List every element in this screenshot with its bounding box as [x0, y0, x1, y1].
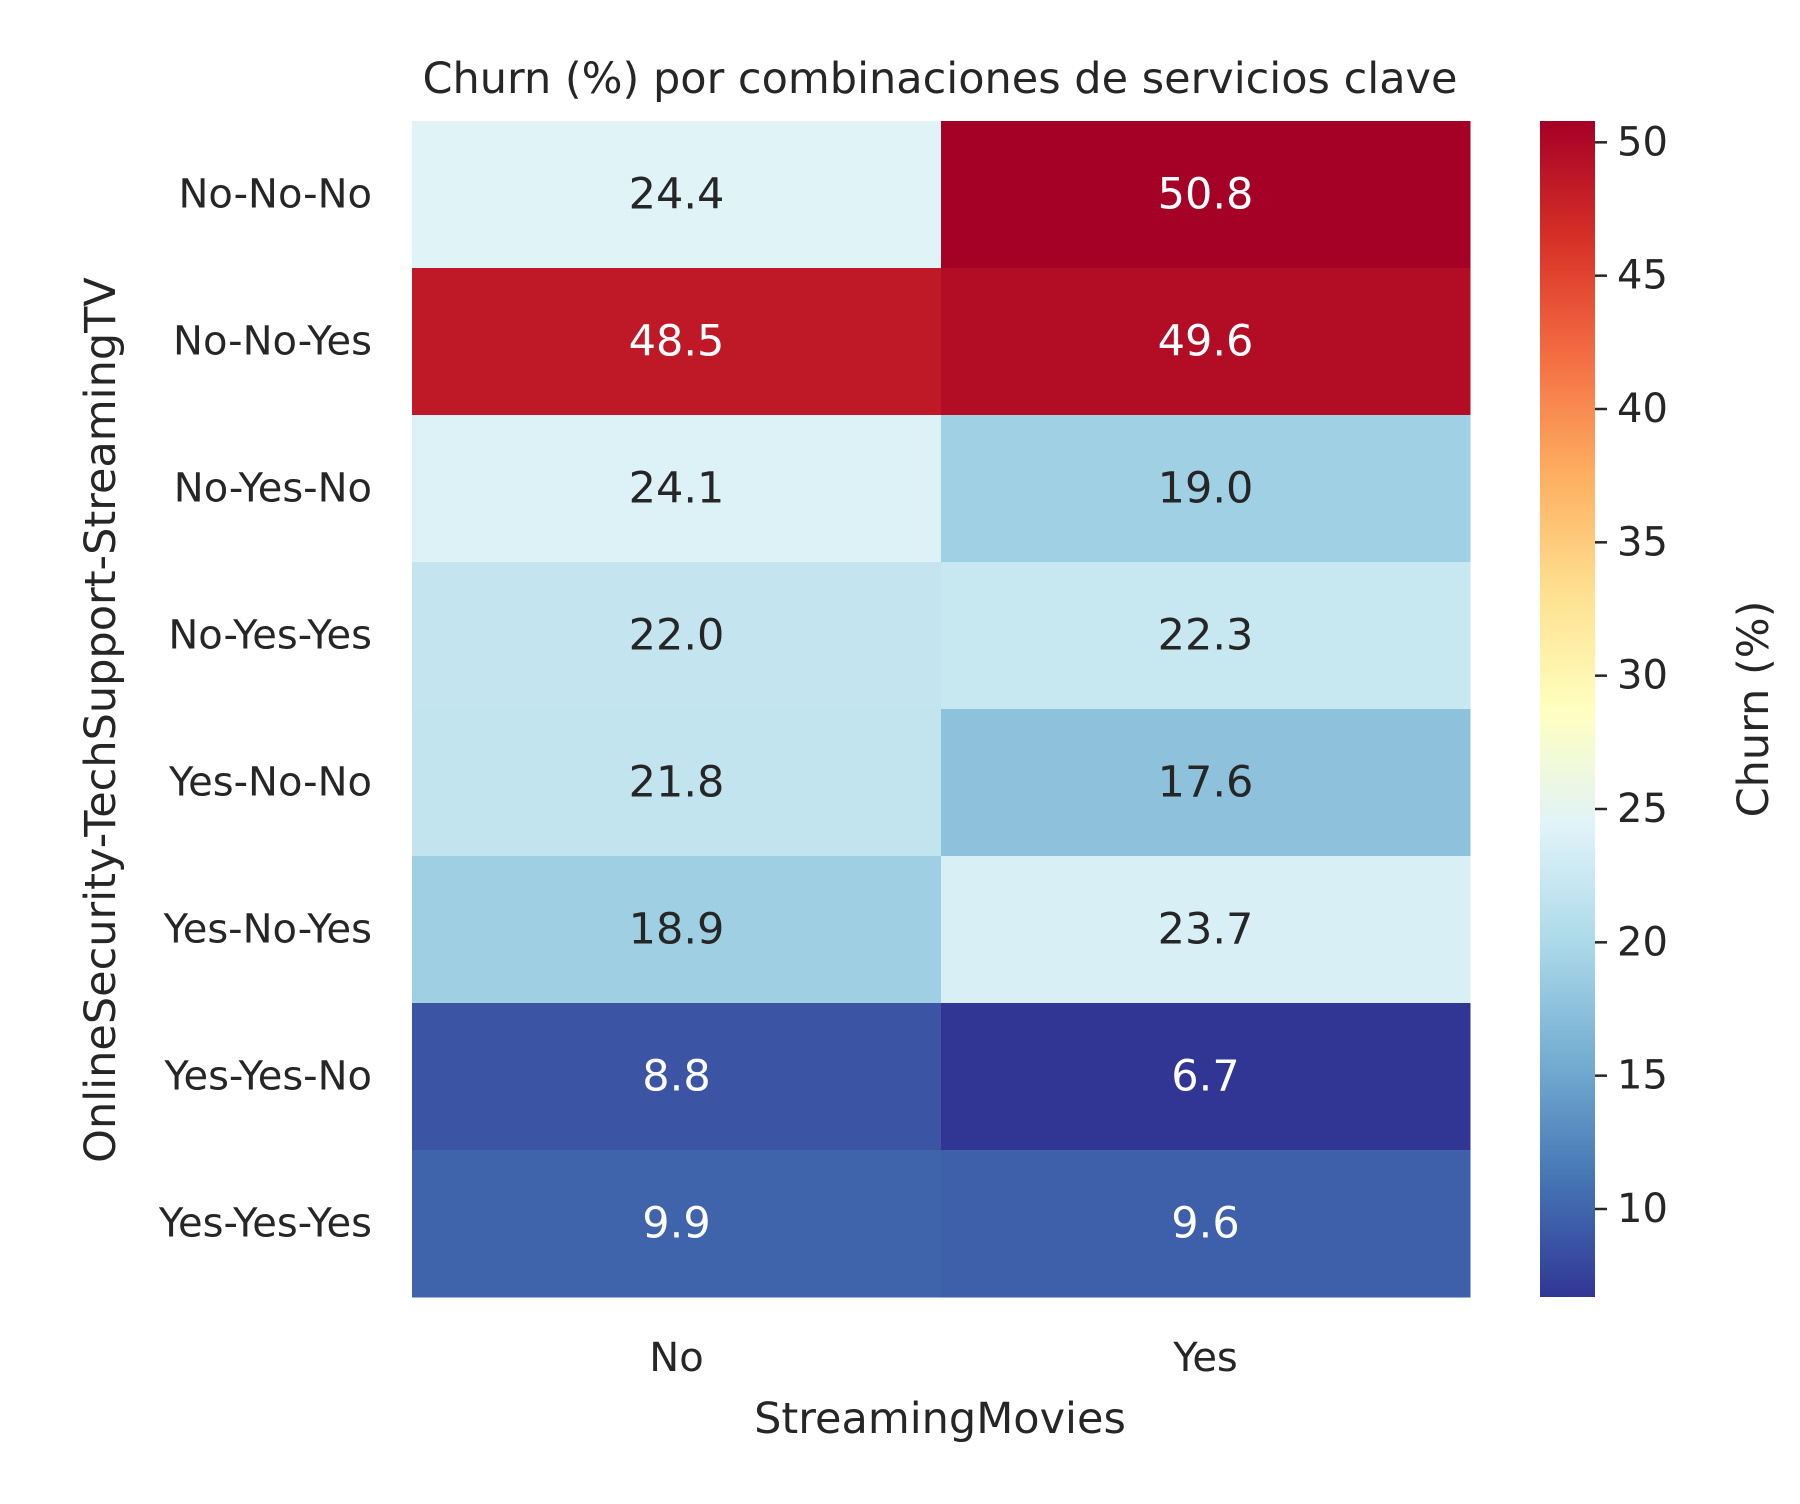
- colorbar-tick-label: 25: [1617, 786, 1668, 832]
- heatmap-cell-labels: 24.4 50.8 48.5 49.6 24.1 19.0 22.0 22.3 21.8 17.6…: [629, 170, 1254, 1249]
- heatmap-cell: [941, 268, 1471, 416]
- heatmap-cell: [941, 709, 1471, 857]
- cell-value-label: 21.8: [629, 758, 725, 808]
- heatmap-cell: [412, 1003, 942, 1151]
- cell-value-label: 24.1: [629, 464, 725, 514]
- cell-value-label: 9.6: [1171, 1199, 1239, 1249]
- colorbar-tick-label: 30: [1617, 653, 1668, 699]
- colorbar: [1540, 121, 1595, 1297]
- y-tick-label: No-No-Yes: [173, 319, 372, 365]
- cell-value-label: 19.0: [1158, 464, 1254, 514]
- cell-value-label: 22.3: [1158, 611, 1254, 661]
- cell-value-label: 18.9: [629, 905, 725, 955]
- heatmap-cell: [412, 709, 942, 857]
- y-tick-label: No-Yes-Yes: [168, 613, 372, 659]
- heatmap-cell: [412, 415, 942, 563]
- colorbar-ticks: 10 15 20 25 30 35 40 45 50: [1595, 119, 1668, 1232]
- heatmap-cell: [412, 1150, 942, 1298]
- cell-value-label: 6.7: [1171, 1052, 1239, 1102]
- y-tick-label: Yes-No-No: [168, 760, 372, 806]
- colorbar-tick-label: 50: [1617, 119, 1668, 165]
- heatmap-cell: [941, 562, 1471, 710]
- x-axis-label: StreamingMovies: [754, 1394, 1126, 1444]
- cell-value-label: 17.6: [1158, 758, 1254, 808]
- y-tick-label: No-Yes-No: [174, 466, 372, 512]
- y-tick-label: Yes-No-Yes: [163, 907, 372, 953]
- heatmap-cells: [412, 121, 1471, 1298]
- heatmap-cell: [941, 415, 1471, 563]
- cell-value-label: 8.8: [642, 1052, 710, 1102]
- colorbar-tick-label: 35: [1617, 519, 1668, 565]
- y-tick-label: Yes-Yes-Yes: [158, 1201, 372, 1247]
- cell-value-label: 48.5: [629, 317, 725, 367]
- x-tick-label: No: [649, 1335, 703, 1381]
- cell-value-label: 24.4: [629, 170, 725, 220]
- colorbar-tick-label: 45: [1617, 253, 1668, 299]
- cell-value-label: 23.7: [1158, 905, 1254, 955]
- x-tick-label: Yes: [1172, 1335, 1238, 1381]
- heatmap-cell: [412, 856, 942, 1004]
- y-tick-label: Yes-Yes-No: [163, 1054, 372, 1100]
- heatmap-cell: [412, 121, 942, 269]
- y-tick-label: No-No-No: [178, 172, 372, 218]
- colorbar-label: Churn (%): [1729, 601, 1779, 818]
- cell-value-label: 49.6: [1158, 317, 1254, 367]
- colorbar-tick-label: 10: [1617, 1186, 1668, 1232]
- heatmap-cell: [941, 1003, 1471, 1151]
- cell-value-label: 9.9: [642, 1199, 710, 1249]
- heatmap-cell: [941, 1150, 1471, 1298]
- heatmap-cell: [412, 562, 942, 710]
- chart-title: Churn (%) por combinaciones de servicios…: [423, 54, 1458, 104]
- colorbar-tick-label: 15: [1617, 1053, 1668, 1099]
- cell-value-label: 50.8: [1158, 170, 1254, 220]
- colorbar-tick-label: 20: [1617, 919, 1668, 965]
- x-axis-tick-labels: No Yes: [649, 1335, 1237, 1381]
- heatmap-cell: [941, 121, 1471, 269]
- heatmap-cell: [412, 268, 942, 416]
- cell-value-label: 22.0: [629, 611, 725, 661]
- heatmap-cell: [941, 856, 1471, 1004]
- colorbar-tick-label: 40: [1617, 386, 1668, 432]
- y-axis-label: OnlineSecurity-TechSupport-StreamingTV: [76, 277, 126, 1163]
- y-axis-tick-labels: No-No-No No-No-Yes No-Yes-No No-Yes-Yes Yes-…: [158, 172, 372, 1247]
